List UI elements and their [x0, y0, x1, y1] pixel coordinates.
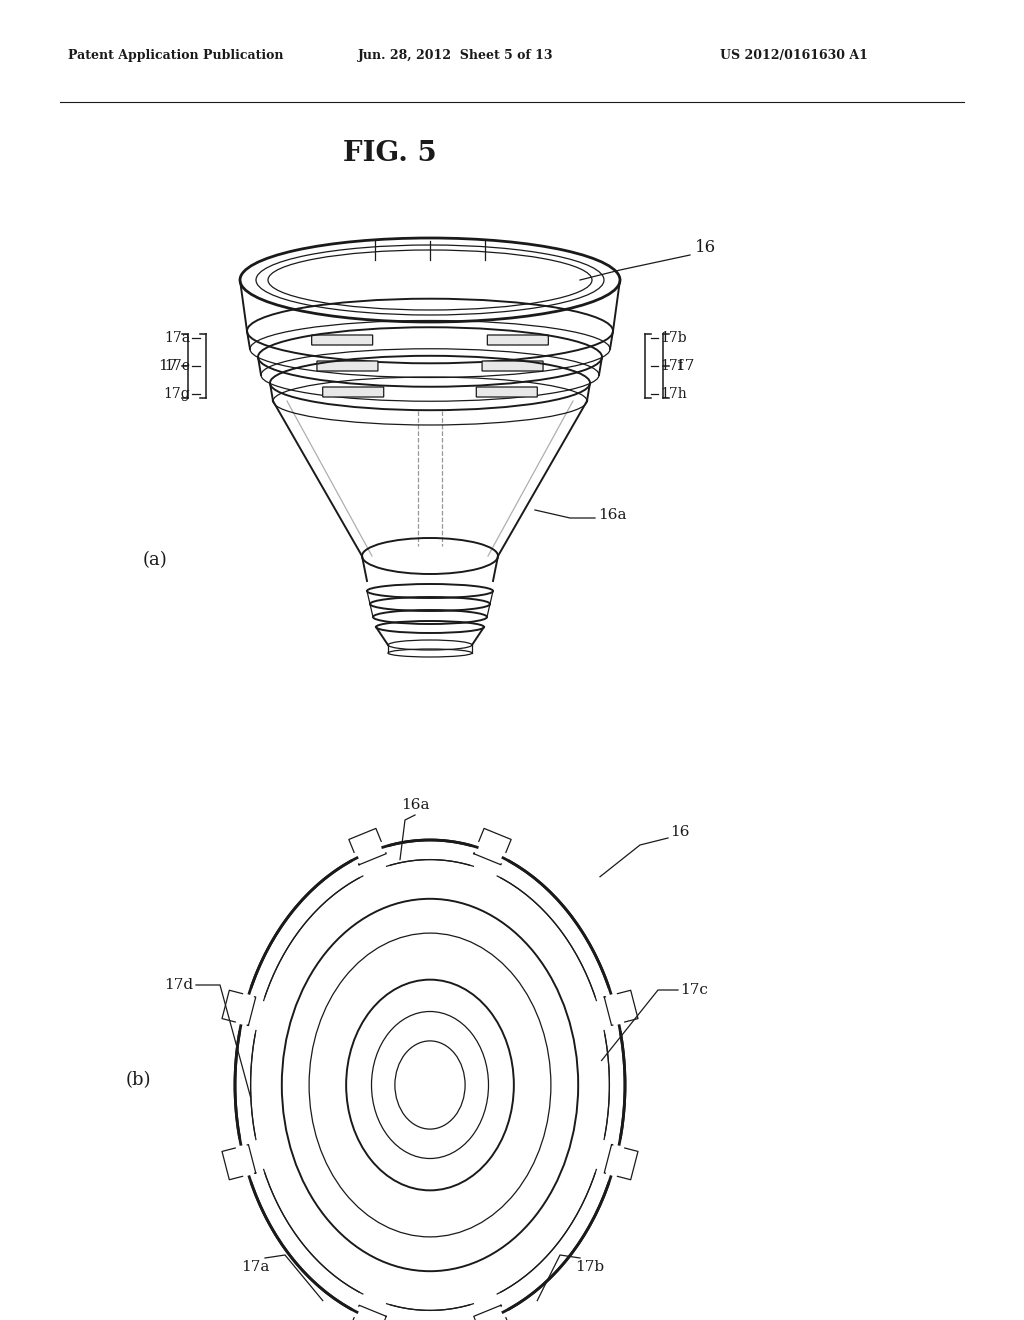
FancyBboxPatch shape [476, 387, 538, 397]
Text: 16a: 16a [400, 799, 429, 812]
Text: US 2012/0161630 A1: US 2012/0161630 A1 [720, 49, 868, 62]
Text: Jun. 28, 2012  Sheet 5 of 13: Jun. 28, 2012 Sheet 5 of 13 [358, 49, 554, 62]
Text: 16a: 16a [598, 508, 627, 521]
Text: 17b: 17b [660, 331, 687, 345]
Text: (a): (a) [142, 550, 167, 569]
Text: 17c: 17c [680, 983, 708, 997]
Text: 16: 16 [670, 825, 689, 840]
FancyBboxPatch shape [482, 360, 543, 371]
Text: 17d: 17d [164, 978, 193, 993]
FancyBboxPatch shape [323, 387, 384, 397]
Text: 17h: 17h [660, 387, 687, 401]
Text: 17f: 17f [660, 359, 683, 374]
Text: FIG. 5: FIG. 5 [343, 140, 437, 168]
Text: 17a: 17a [241, 1261, 269, 1274]
FancyBboxPatch shape [487, 335, 548, 345]
Text: 17e: 17e [164, 359, 190, 374]
Text: (b): (b) [125, 1071, 151, 1089]
Text: Patent Application Publication: Patent Application Publication [68, 49, 284, 62]
Text: 17b: 17b [575, 1261, 604, 1274]
FancyBboxPatch shape [317, 360, 378, 371]
FancyBboxPatch shape [311, 335, 373, 345]
Text: 17g: 17g [163, 387, 190, 401]
Text: 17: 17 [675, 359, 694, 374]
Text: 16: 16 [695, 239, 716, 256]
Text: 17a: 17a [164, 331, 190, 345]
Text: 17: 17 [159, 359, 178, 374]
